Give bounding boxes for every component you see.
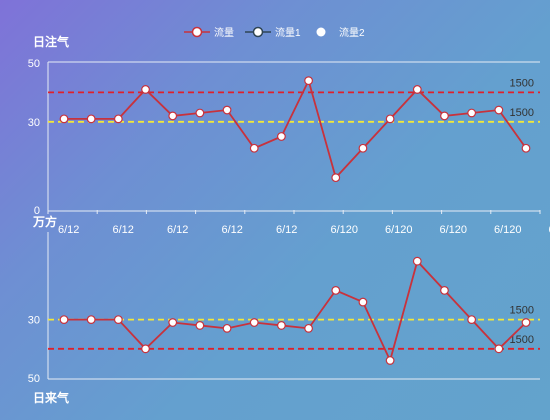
top-data-point[interactable] [222, 105, 232, 115]
bottom-chart-title: 日来气 [33, 390, 69, 405]
top-data-point[interactable] [440, 111, 449, 121]
legend-item-flow[interactable]: 流量 [184, 26, 234, 39]
top-x-tick-label: 6/120 [440, 224, 468, 236]
bottom-data-point[interactable] [385, 356, 395, 365]
top-data-point[interactable] [358, 143, 368, 153]
top-chart-x-ticks: 6/12 6/12 6/12 6/12 6/12 6/120 6/120 6/120 6/120… [47, 210, 550, 236]
top-data-point[interactable] [195, 108, 205, 118]
bottom-data-point[interactable] [86, 315, 96, 325]
top-data-point[interactable] [385, 114, 395, 124]
top-chart-reference-lines: 1500 1500 [48, 77, 540, 123]
top-data-point[interactable] [86, 114, 96, 124]
bottom-chart-reference-lines: 1500 1500 [48, 305, 540, 350]
top-x-tick-label: 6/120 [494, 224, 522, 236]
top-data-point[interactable] [304, 76, 313, 86]
legend-label-flow1: 流量1 [275, 26, 301, 39]
top-x-tick-label: 6/120 [331, 224, 359, 236]
top-x-tick-label: 6/120 [385, 224, 413, 236]
bottom-data-point[interactable] [304, 323, 313, 333]
legend-label-flow: 流量 [214, 26, 234, 39]
bottom-data-point[interactable] [521, 318, 531, 327]
top-data-point[interactable] [331, 173, 341, 183]
top-y-tick-label: 50 [28, 58, 40, 70]
legend: 流量 流量1 流量2 [184, 26, 365, 39]
bottom-y-tick-label: 30 [28, 315, 40, 327]
top-data-point[interactable] [249, 143, 259, 153]
top-data-point[interactable] [141, 85, 150, 94]
top-x-tick-label: 6/12 [276, 224, 297, 236]
bottom-chart-unit-label: 万方 [32, 214, 57, 229]
legend-item-flow2[interactable]: 流量2 [316, 26, 365, 39]
top-x-tick-label: 6/12 [113, 224, 134, 236]
bottom-data-point[interactable] [195, 321, 205, 330]
bottom-data-point[interactable] [494, 344, 504, 354]
bottom-data-point[interactable] [331, 286, 341, 295]
top-data-point[interactable] [277, 132, 286, 141]
top-y-tick-label: 30 [28, 117, 40, 129]
bottom-data-point[interactable] [141, 344, 150, 354]
bottom-data-point[interactable] [358, 297, 368, 307]
bottom-chart: 万方 30 50 1500 1500 日来气 [28, 214, 540, 405]
top-data-point[interactable] [521, 143, 531, 153]
top-x-tick-label: 6/12 [222, 224, 243, 236]
bottom-chart-y-ticks: 30 50 [28, 315, 40, 385]
legend-marker-flow1 [252, 26, 264, 38]
legend-marker-flow2 [316, 27, 326, 37]
top-chart-title: 日注气 [33, 34, 69, 49]
top-x-tick-label: 6/12 [58, 224, 79, 236]
top-reference-label: 1500 [510, 77, 534, 89]
bottom-y-tick-label: 50 [28, 373, 40, 385]
top-reference-label: 1500 [510, 107, 534, 119]
top-chart-series [59, 76, 531, 183]
bottom-chart-series [59, 256, 531, 365]
legend-item-flow1[interactable]: 流量1 [245, 26, 301, 39]
top-data-point[interactable] [494, 105, 504, 115]
bottom-data-point[interactable] [440, 286, 449, 295]
bottom-reference-label: 1500 [510, 334, 534, 346]
bottom-data-point[interactable] [277, 321, 286, 330]
bottom-data-point[interactable] [222, 323, 232, 333]
bottom-data-point[interactable] [467, 315, 477, 325]
bottom-series-line [64, 259, 527, 364]
bottom-data-point[interactable] [412, 256, 422, 266]
legend-marker-flow [191, 26, 203, 38]
bottom-data-point[interactable] [168, 318, 178, 327]
bottom-reference-label: 1500 [510, 305, 534, 317]
top-x-tick-label: 6/120 [549, 224, 550, 236]
bottom-data-point[interactable] [113, 315, 123, 325]
top-y-tick-label: 0 [34, 205, 40, 217]
top-data-point[interactable] [59, 114, 69, 124]
legend-label-flow2: 流量2 [339, 26, 365, 39]
top-data-point[interactable] [467, 108, 477, 118]
top-chart: 日注气 0 30 50 6/12 6/12 6/12 6/12 6/12 6/120 6/120… [28, 34, 550, 236]
top-data-point[interactable] [168, 111, 178, 121]
top-series-line [64, 78, 527, 180]
bottom-data-point[interactable] [59, 315, 69, 325]
top-data-point[interactable] [113, 114, 123, 124]
top-x-tick-label: 6/12 [167, 224, 188, 236]
top-data-point[interactable] [412, 85, 422, 94]
top-chart-y-ticks: 0 30 50 [28, 58, 40, 217]
bottom-data-point[interactable] [249, 318, 259, 327]
